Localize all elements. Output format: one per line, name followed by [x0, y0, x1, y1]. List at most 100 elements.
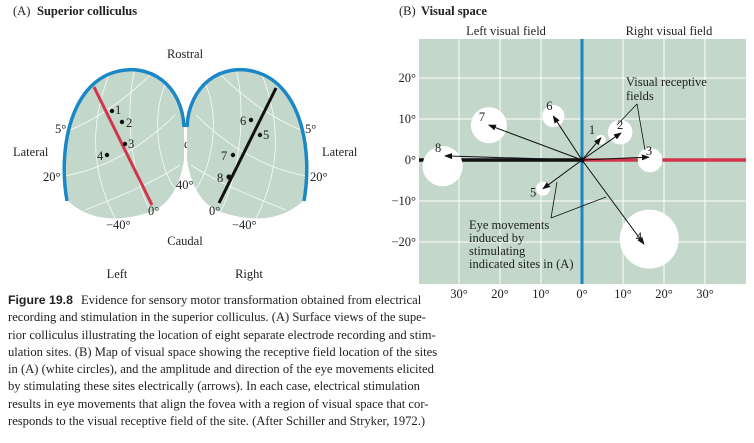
eye-movements-leader [550, 181, 607, 219]
site-label-1: 1 [115, 103, 121, 117]
y-tick-label: −10° [391, 194, 416, 208]
site-label-6: 6 [240, 114, 246, 128]
site-label-b-5: 5 [530, 186, 536, 200]
x-tick-labels: 30° 20° 10° 0° 10° 20° 30° [450, 287, 714, 301]
panel-b-title: Visual space [421, 4, 487, 18]
rostral-label: Rostral [167, 47, 204, 61]
site-label-2: 2 [126, 116, 132, 130]
tick-left-20: 20° [43, 170, 61, 184]
site-dot-2 [119, 119, 125, 125]
eye-movements-label-line2: induced by [469, 231, 525, 245]
y-tick-label: 10° [399, 112, 417, 126]
site-label-5: 5 [263, 128, 269, 142]
eye-movement-arrow-8 [444, 153, 583, 161]
site-dot-6 [248, 117, 254, 123]
caption-line-3: rior colliculus illustrating the locatio… [8, 327, 436, 342]
y-tick-label: −20° [391, 235, 416, 249]
site-label-b-3: 3 [646, 144, 652, 158]
receptive-field-8 [422, 146, 463, 187]
site-dot-3 [122, 141, 128, 147]
lateral-right-label: Lateral [322, 145, 358, 159]
y-tick-labels: 20° 10° 0° −10° −20° [391, 71, 416, 249]
fixation-point [579, 157, 585, 163]
tick-left-5: 5° [55, 122, 66, 136]
site-label-b-2: 2 [617, 118, 623, 132]
eye-movements-label-line3: stimulating [469, 244, 526, 258]
caption-line-4: ulation sites. (B) Map of visual space s… [8, 344, 438, 359]
tick-right-neg40: −40° [232, 218, 257, 232]
site-label-b-7: 7 [479, 110, 485, 124]
caption-line-5: in (A) (white circles), and the amplitud… [8, 362, 434, 377]
receptive-field-1 [595, 134, 606, 145]
site-labels-b: 1 2 3 4 5 6 7 8 [435, 99, 652, 244]
caption-line-2: recording and stimulation in the superio… [8, 310, 426, 325]
left-label: Left [107, 267, 128, 281]
x-tick-label: 10° [532, 287, 550, 301]
site-label-4: 4 [97, 149, 104, 163]
panel-a: (A) Superior colliculus Rostral Medial C… [13, 4, 358, 281]
recording-sites: 1 2 3 4 5 6 7 8 [97, 103, 269, 185]
site-label-b-4: 4 [636, 230, 643, 244]
site-dot-1 [109, 108, 115, 114]
site-dot-4 [104, 152, 110, 158]
left-visual-field-label: Left visual field [466, 24, 547, 38]
eye-movements-label-line1: Eye movements [469, 218, 549, 232]
site-label-b-1: 1 [589, 123, 595, 137]
left-blue-border [62, 67, 186, 202]
site-dot-5 [257, 132, 263, 138]
receptive-fields-label-line1: Visual receptive [626, 75, 707, 89]
site-label-7: 7 [221, 149, 227, 163]
eye-movement-arrow-4 [581, 159, 645, 245]
x-tick-label: 30° [450, 287, 468, 301]
y-tick-label: 0° [405, 153, 416, 167]
site-label-3: 3 [128, 137, 134, 151]
lateral-left-label: Lateral [13, 145, 49, 159]
eye-movement-arrow-3 [581, 154, 650, 161]
caption-line-7: results in eye movements that align the … [8, 396, 429, 411]
site-dot-8 [226, 174, 232, 180]
x-tick-label: 0° [576, 287, 587, 301]
tick-right-20: 20° [310, 170, 328, 184]
panel-a-prefix: (A) [13, 4, 30, 18]
panel-b-prefix: (B) [399, 4, 416, 18]
site-label-8: 8 [217, 171, 223, 185]
receptive-field-3 [637, 147, 663, 173]
eye-movement-arrow-1 [581, 137, 602, 161]
panel-a-title: Superior colliculus [37, 4, 137, 18]
eye-movement-arrows [444, 115, 650, 245]
figure-label: Figure 19.8 [8, 293, 73, 307]
tick-right-0: 0° [209, 204, 220, 218]
receptive-fields [422, 105, 679, 269]
site-label-b-8: 8 [435, 141, 441, 155]
right-visual-field-label: Right visual field [626, 24, 714, 38]
eye-movement-arrow-2 [581, 132, 622, 161]
x-tick-label: 20° [491, 287, 509, 301]
receptive-fields-leader [616, 103, 646, 151]
right-label: Right [235, 267, 263, 281]
eye-movement-arrow-5 [542, 159, 583, 190]
tick-right-5: 5° [305, 122, 316, 136]
caudal-label: Caudal [167, 234, 203, 248]
eye-movement-arrow-6 [552, 115, 583, 161]
receptive-field-4 [619, 209, 679, 269]
caption-line-6: by stimulating these sites electrically … [8, 379, 420, 394]
right-colliculus [185, 67, 309, 219]
panel-b: (B) Visual space Left visual field Right… [391, 4, 746, 301]
right-blue-border [185, 67, 309, 202]
x-tick-label: 20° [655, 287, 673, 301]
left-electrode-track [92, 86, 154, 206]
x-tick-label: 10° [614, 287, 632, 301]
figure-caption: Figure 19.8 Evidence for sensory motor tr… [8, 292, 508, 430]
eye-movements-label-line4: indicated sites in (A) [469, 257, 574, 271]
site-label-b-6: 6 [546, 99, 552, 113]
x-tick-label: 30° [696, 287, 714, 301]
tick-left-neg40: −40° [106, 218, 131, 232]
site-dot-7 [230, 152, 236, 158]
caption-line-8: responds to the visual receptive field o… [8, 414, 426, 429]
eye-movement-arrow-7 [487, 124, 583, 161]
right-electrode-track [217, 87, 278, 204]
y-tick-label: 20° [399, 71, 417, 85]
panel-a-degree-labels: 5° 20° 40° 0° −40° 0° −40° 5° 20° [43, 122, 328, 232]
